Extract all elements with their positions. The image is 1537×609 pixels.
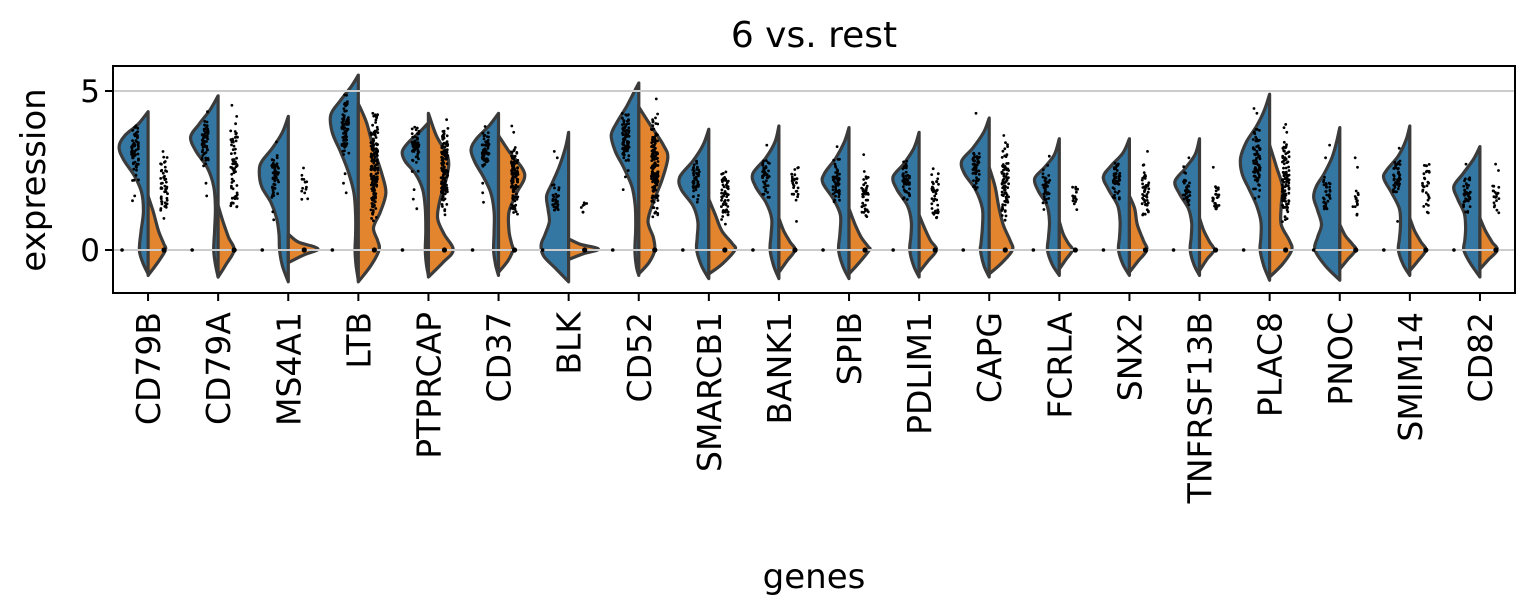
violin-half-SMARCB1-g6 (677, 127, 711, 281)
x-tick-label-CAPG: CAPG (970, 312, 1009, 403)
x-tick-label-MS4A1: MS4A1 (269, 312, 308, 426)
x-tick-label-TNFRSF13B: TNFRSF13B (1181, 312, 1220, 504)
jitter-points-BLK (540, 150, 589, 253)
violin-half-SPIB-g6 (820, 126, 851, 281)
violin-SMIM14 (1381, 124, 1428, 277)
x-tick-label-LTB: LTB (339, 312, 378, 369)
violin-half-SMIM14-g6 (1381, 124, 1412, 277)
violin-half-SPIB-rest (847, 207, 872, 276)
violin-half-CD37-g6 (469, 111, 501, 277)
jitter-points-SMIM14 (1382, 146, 1431, 253)
jitter-points-layer (120, 93, 1501, 253)
y-tick-label-0: 0 (80, 233, 100, 269)
violin-SMARCB1 (677, 127, 738, 281)
x-tick-label-PTPRCAP: PTPRCAP (409, 312, 448, 459)
jitter-points-CD79B (120, 124, 169, 253)
violin-CAPG (959, 116, 1015, 279)
x-tick-label-CD37: CD37 (480, 312, 519, 402)
violin-TNFRSF13B (1173, 137, 1216, 277)
x-tick-label-SPIB: SPIB (830, 312, 869, 385)
jitter-points-CAPG (961, 111, 1010, 253)
violin-half-PDLIM1-rest (917, 213, 939, 274)
violin-half-CAPG-rest (987, 165, 1015, 276)
violin-half-LTB-rest (356, 102, 388, 284)
violin-half-PNOC-rest (1338, 223, 1358, 271)
x-tick-label-BLK: BLK (550, 311, 589, 375)
violin-CD79A (188, 94, 236, 279)
violin-half-TNFRSF13B-g6 (1173, 137, 1202, 277)
jitter-points-SMARCB1 (681, 159, 730, 253)
violin-SPIB (820, 126, 872, 281)
x-tick-label-PNOC: PNOC (1321, 312, 1360, 406)
violin-half-BANK1-rest (777, 216, 797, 274)
x-tick-label-CD82: CD82 (1461, 312, 1500, 402)
jitter-points-SNX2 (1101, 150, 1151, 253)
x-tick-label-SMARCB1: SMARCB1 (690, 312, 729, 472)
x-tick-label-PDLIM1: PDLIM1 (900, 312, 939, 435)
violin-PLAC8 (1238, 92, 1294, 282)
violin-half-PTPRCAP-g6 (400, 121, 430, 277)
violin-half-FCRLA-rest (1057, 219, 1075, 271)
jitter-points-CD37 (470, 124, 520, 253)
violin-LTB (328, 73, 388, 284)
violin-half-CAPG-g6 (959, 116, 991, 279)
violin-half-SMARCB1-rest (707, 197, 738, 276)
violin-half-SMIM14-rest (1408, 216, 1428, 273)
axes-layer: CD79B CD79A MS4A1 LTB PTPRCAP CD37 BLK CD52 SMAR… (105, 65, 1516, 504)
x-tick-label-BANK1: BANK1 (760, 312, 799, 425)
x-tick-label-CD79B: CD79B (129, 312, 168, 425)
jitter-points-FCRLA (1031, 154, 1079, 253)
violin-half-MS4A1-g6 (257, 114, 290, 284)
violin-half-CD82-rest (1478, 216, 1499, 271)
violin-half-BANK1-g6 (750, 124, 781, 281)
jitter-points-MS4A1 (260, 140, 310, 253)
plot-title: 6 vs. rest (731, 15, 897, 56)
violin-BANK1 (750, 124, 797, 281)
violin-half-CD79B-rest (146, 194, 168, 277)
violin-half-CD79A-rest (216, 203, 236, 279)
jitter-points-TNFRSF13B (1171, 156, 1221, 253)
jitter-points-CD79A (190, 103, 239, 253)
violin-half-PLAC8-rest (1268, 143, 1294, 279)
jitter-points-LTB (330, 93, 380, 253)
axes-spines (112, 65, 1516, 294)
jitter-points-PLAC8 (1241, 107, 1291, 253)
x-tick-label-CD79A: CD79A (199, 312, 238, 425)
x-tick-label-PLAC8: PLAC8 (1251, 312, 1290, 417)
jitter-points-CD82 (1452, 162, 1501, 253)
x-axis-label: genes (763, 557, 866, 597)
x-tick-label-CD52: CD52 (620, 312, 659, 402)
x-tick-label-FCRLA: FCRLA (1040, 312, 1079, 419)
jitter-points-PNOC (1311, 143, 1360, 253)
gridlines-layer (113, 90, 1515, 251)
jitter-points-PDLIM1 (891, 159, 940, 253)
x-tick-label-SMIM14: SMIM14 (1391, 312, 1430, 442)
violin-CD79B (117, 110, 168, 277)
jitter-points-CD52 (610, 97, 660, 253)
violin-half-CD79B-g6 (117, 110, 150, 276)
violin-half-SNX2-rest (1127, 194, 1149, 274)
jitter-points-SPIB (821, 145, 870, 253)
x-tick-label-SNX2: SNX2 (1110, 312, 1149, 401)
violin-half-TNFRSF13B-rest (1197, 216, 1216, 273)
violin-FCRLA (1032, 137, 1075, 277)
jitter-points-PTPRCAP (400, 118, 450, 253)
jitter-points-BANK1 (751, 143, 800, 253)
y-axis-label: expression (14, 88, 54, 271)
y-tick-label-5: 5 (80, 74, 100, 110)
violin-half-CD79A-g6 (188, 94, 220, 279)
